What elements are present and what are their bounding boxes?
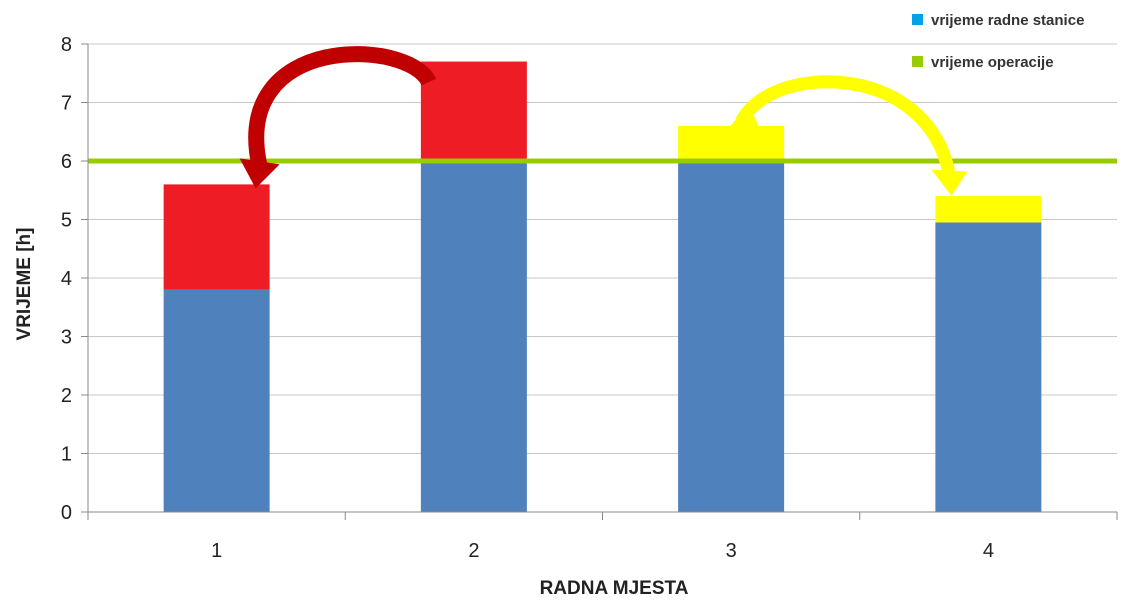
y-axis-title: VRIJEME [h] — [14, 228, 35, 341]
y-tick-label-8: 8 — [61, 34, 72, 56]
legend: vrijeme radne stanice vrijeme operacije — [912, 12, 1084, 71]
x-axis-title: RADNA MJESTA — [540, 578, 689, 599]
red-arrow-shaft — [248, 46, 437, 169]
bar-segment-cat1-s2 — [163, 184, 270, 290]
y-tick-label-6: 6 — [61, 151, 72, 173]
y-tick-label-5: 5 — [61, 210, 72, 232]
yellow-arrow-tail — [727, 103, 760, 130]
x-tick-label-1: 1 — [211, 540, 222, 562]
y-tick-label-2: 2 — [61, 385, 72, 407]
y-tick-label-4: 4 — [61, 268, 72, 290]
legend-swatch-operation-time — [912, 56, 923, 67]
bar-segment-cat1-s1 — [163, 289, 270, 512]
bar-segment-cat4-s1 — [935, 222, 1042, 513]
yellow-arrow-head — [931, 169, 968, 196]
y-tick-label-3: 3 — [61, 327, 72, 349]
yellow-arrow-shaft — [735, 75, 956, 177]
bar-segment-cat3-s3 — [678, 125, 785, 161]
bars — [163, 61, 1042, 513]
legend-label-workstation-time: vrijeme radne stanice — [931, 12, 1084, 29]
x-tick-label-3: 3 — [726, 540, 737, 562]
x-tick-label-2: 2 — [468, 540, 479, 562]
tick-labels: 0 1 2 3 4 5 6 7 8 1 2 3 4 — [61, 34, 994, 562]
bar-segment-cat2-s1 — [420, 161, 527, 512]
x-tick-label-4: 4 — [983, 540, 994, 562]
legend-swatch-workstation-time — [912, 14, 923, 25]
legend-label-operation-time: vrijeme operacije — [931, 54, 1054, 71]
red-arrow-head — [239, 158, 280, 189]
y-tick-label-1: 1 — [61, 444, 72, 466]
y-tick-label-0: 0 — [61, 502, 72, 524]
bar-segment-cat2-s2 — [420, 61, 527, 161]
y-tick-label-7: 7 — [61, 93, 72, 115]
bar-segment-cat3-s1 — [678, 161, 785, 512]
annotation-arrows — [239, 46, 968, 196]
bar-segment-cat4-s3 — [935, 196, 1042, 223]
